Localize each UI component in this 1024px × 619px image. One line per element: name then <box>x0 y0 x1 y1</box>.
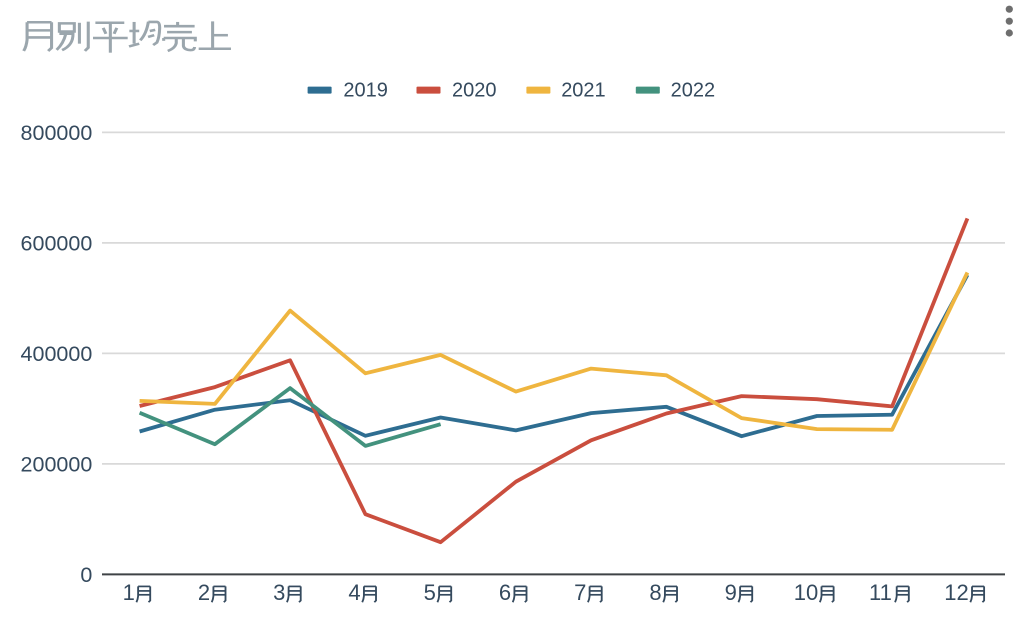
svg-text:7: 7 <box>574 580 586 605</box>
svg-text:6: 6 <box>499 580 511 605</box>
svg-text:800000: 800000 <box>21 121 93 145</box>
svg-text:5: 5 <box>424 580 436 605</box>
svg-text:9: 9 <box>725 580 737 605</box>
svg-text:2: 2 <box>198 580 210 605</box>
svg-text:10: 10 <box>794 580 818 605</box>
svg-text:11: 11 <box>869 580 892 605</box>
svg-text:2020: 2020 <box>452 79 497 101</box>
svg-text:4: 4 <box>348 580 360 605</box>
svg-text:2021: 2021 <box>561 79 606 101</box>
svg-text:2019: 2019 <box>343 79 388 101</box>
svg-text:12: 12 <box>944 580 968 605</box>
svg-text:1: 1 <box>123 580 135 605</box>
svg-text:0: 0 <box>80 563 92 587</box>
svg-text:2022: 2022 <box>671 79 716 101</box>
svg-text:8: 8 <box>649 580 661 605</box>
svg-text:200000: 200000 <box>21 453 93 477</box>
svg-text:600000: 600000 <box>21 232 93 256</box>
svg-text:400000: 400000 <box>21 342 93 366</box>
svg-text:3: 3 <box>273 580 285 605</box>
